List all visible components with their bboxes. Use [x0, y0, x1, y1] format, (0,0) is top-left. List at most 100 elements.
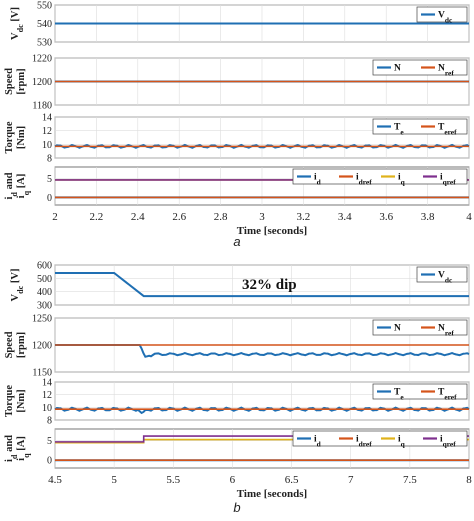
x-tick-label: 2.2	[90, 211, 104, 223]
legend: Te Teref	[372, 118, 468, 137]
y-axis-label: iq [A]	[16, 436, 31, 461]
legend-label: idref	[356, 435, 372, 449]
y-axis-label: id and	[4, 172, 19, 199]
y-axis-label: [Nm]	[16, 126, 27, 149]
y-axis-label: Speed	[4, 68, 15, 95]
legend-box	[372, 118, 468, 135]
x-tick-label: 3.4	[338, 211, 352, 223]
y-tick-label: 14	[42, 378, 52, 389]
x-tick-label: 7	[348, 474, 354, 486]
x-tick-label: 7.5	[403, 474, 417, 486]
y-tick-label: 12	[42, 126, 52, 137]
y-tick-label: 500	[37, 274, 52, 285]
y-tick-label: 400	[37, 287, 52, 298]
legend-label: Te	[394, 388, 404, 402]
y-tick-label: 530	[37, 38, 52, 49]
x-axis-label: Time [seconds]	[237, 488, 307, 500]
x-tick-label: 3	[259, 211, 265, 223]
legend: id idref iq iqref	[292, 168, 468, 187]
subplot-a-0: 530 540 550 Vdc Vdc [V]	[10, 1, 470, 49]
legend-box	[372, 383, 468, 400]
y-axis-label: [Nm]	[16, 389, 27, 412]
x-tick-label: 5	[111, 474, 117, 486]
legend: Te Teref	[372, 383, 468, 402]
y-axis-label: [rpm]	[16, 68, 27, 94]
x-axis-label: Time [seconds]	[237, 225, 307, 237]
x-tick-label: 4.5	[48, 474, 62, 486]
x-tick-label: 3.2	[297, 211, 311, 223]
y-tick-label: 12	[42, 390, 52, 401]
legend: N Nref	[372, 319, 468, 338]
y-tick-label: 5	[47, 174, 52, 185]
annotation-text: 32% dip	[242, 277, 297, 293]
x-tick-label: 8	[466, 474, 472, 486]
legend-label: N	[394, 64, 401, 74]
y-axis-label: iq [A]	[16, 174, 31, 199]
legend-label: iq	[398, 173, 406, 187]
legend-label: iqref	[440, 173, 456, 187]
y-tick-label: 5	[47, 436, 52, 447]
subplot-a-2: 8 10 12 14 Te Teref Torque [Nm]	[4, 113, 470, 165]
y-tick-label: 10	[42, 140, 52, 151]
legend: Vdc	[416, 6, 468, 25]
y-tick-label: 1200	[32, 341, 52, 352]
y-tick-label: 1150	[32, 368, 52, 379]
x-tick-label: 6	[230, 474, 236, 486]
legend-label: Nref	[438, 324, 454, 338]
legend-box	[292, 430, 468, 447]
subplot-b-1: 1150 1200 1250 N Nref Speed [rpm]	[4, 314, 470, 379]
legend-label: iqref	[440, 435, 456, 449]
subplot-a-1: 1180 1200 1220 N Nref Speed [rpm]	[4, 54, 470, 112]
legend-label: Nref	[438, 64, 454, 78]
legend-label: Vdc	[438, 11, 453, 25]
y-axis-label: Vdc [V]	[10, 7, 25, 40]
figure-label: b	[233, 500, 240, 515]
legend-box	[416, 266, 468, 283]
y-axis-label: Torque	[4, 385, 15, 417]
subplot-b-0: 300 400 500 600 Vdc Vdc [V]	[10, 261, 470, 312]
legend-label: id	[314, 173, 322, 187]
y-tick-label: 14	[42, 113, 52, 124]
x-tick-label: 3.8	[421, 211, 435, 223]
legend-label: idref	[356, 173, 372, 187]
y-tick-label: 1220	[32, 54, 52, 65]
x-tick-label: 3.6	[379, 211, 393, 223]
x-tick-label: 2	[52, 211, 58, 223]
y-tick-label: 10	[42, 403, 52, 414]
y-tick-label: 550	[37, 1, 52, 12]
legend-label: Teref	[438, 388, 457, 402]
y-tick-label: 1180	[32, 101, 52, 112]
legend-box	[372, 319, 468, 336]
x-tick-label: 6.5	[285, 474, 299, 486]
y-axis-label: Vdc [V]	[10, 269, 25, 302]
y-tick-label: 540	[37, 19, 52, 30]
y-tick-label: 8	[47, 154, 52, 165]
legend-box	[292, 168, 468, 185]
y-axis-label: Speed	[4, 331, 15, 358]
x-tick-label: 4	[466, 211, 472, 223]
legend-label: N	[394, 324, 401, 334]
series-line	[55, 272, 469, 298]
x-tick-label: 2.6	[172, 211, 186, 223]
legend-label: id	[314, 435, 322, 449]
y-axis-label: id and	[4, 435, 19, 462]
x-tick-label: 2.4	[131, 211, 145, 223]
x-tick-label: 2.8	[214, 211, 228, 223]
legend-box	[416, 6, 468, 23]
legend: Vdc	[416, 266, 468, 285]
legend-label: iq	[398, 435, 406, 449]
y-axis-label: [rpm]	[16, 332, 27, 358]
y-axis-label: Torque	[4, 121, 15, 153]
legend: N Nref	[372, 59, 468, 78]
legend-label: Teref	[438, 123, 457, 137]
legend: id idref iq iqref	[292, 430, 468, 449]
legend-label: Vdc	[438, 271, 453, 285]
y-tick-label: 8	[47, 416, 52, 427]
y-tick-label: 0	[47, 456, 52, 467]
